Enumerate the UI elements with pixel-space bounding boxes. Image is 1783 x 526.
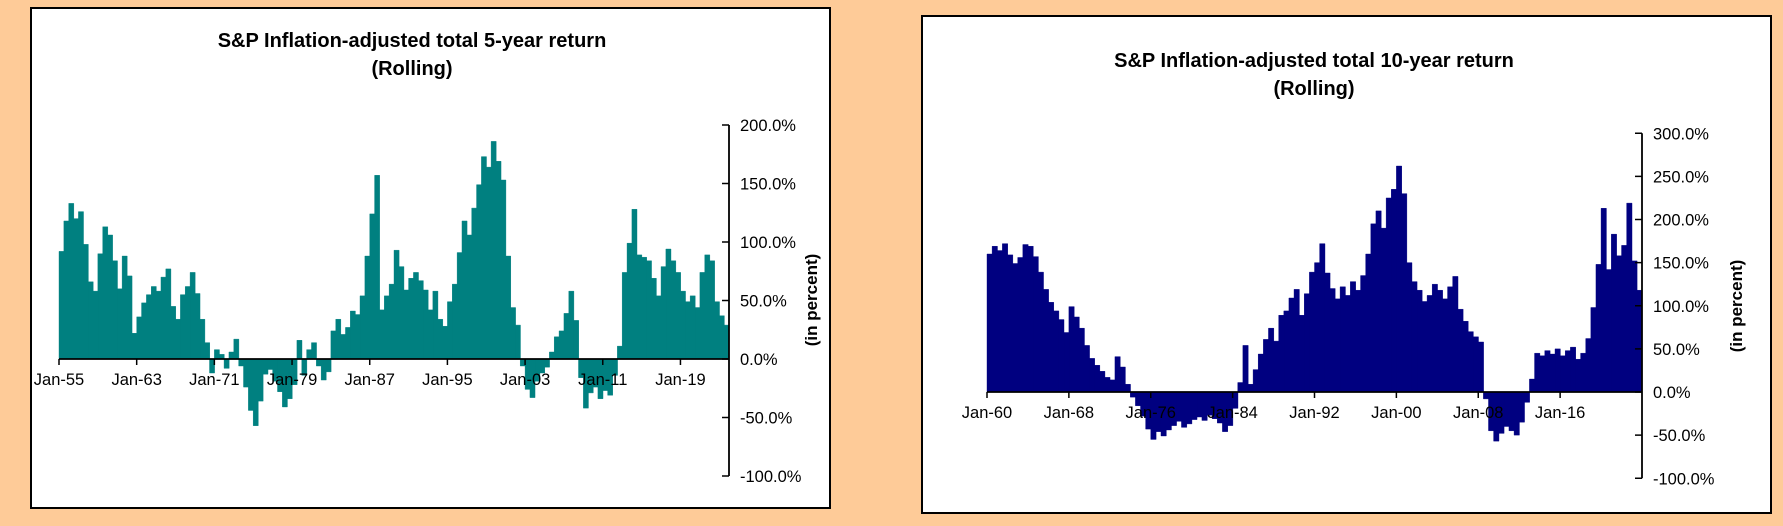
chart-title-line1: S&P Inflation-adjusted total 10-year ret… xyxy=(1114,50,1514,72)
ten-year-chart-title: S&P Inflation-adjusted total 10-year ret… xyxy=(923,47,1705,103)
y-axis-tick-label: 200.0% xyxy=(1653,212,1709,230)
y-axis-tick-label: 100.0% xyxy=(740,234,796,252)
ten-year-y-axis-title: (in percent) xyxy=(1727,259,1746,353)
y-axis-tick-label: 50.0% xyxy=(1653,341,1700,359)
x-axis-tick-label: Jan-00 xyxy=(1371,404,1421,422)
five-year-chart-title: S&P Inflation-adjusted total 5-year retu… xyxy=(32,27,792,83)
y-axis-tick-label: -100.0% xyxy=(740,468,802,486)
five-year-y-axis-title: (in percent) xyxy=(802,253,821,347)
y-axis-tick-label: 50.0% xyxy=(740,293,787,311)
return-bars-series xyxy=(986,165,1643,442)
return-bars-series xyxy=(58,141,730,426)
x-axis-tick-label: Jan-95 xyxy=(422,371,472,389)
chart-title-line2: (Rolling) xyxy=(1273,78,1355,100)
x-axis-tick-label: Jan-60 xyxy=(962,404,1012,422)
y-axis-tick-label: 0.0% xyxy=(740,351,778,369)
ten-year-rolling-return-chart: Jan-60 Jan-68 Jan-76 Jan-84 Jan-92 Jan-00 Jan-… xyxy=(962,125,1715,488)
x-axis-tick-label: Jan-87 xyxy=(344,371,394,389)
y-axis-tick-label: 100.0% xyxy=(1653,298,1709,316)
x-axis-tick-label: Jan-79 xyxy=(267,371,317,389)
x-axis-tick-label: Jan-19 xyxy=(655,371,705,389)
x-axis-tick-label: Jan-84 xyxy=(1207,404,1257,422)
y-axis-tick-label: 200.0% xyxy=(740,117,796,135)
y-axis-tick-label: -100.0% xyxy=(1653,470,1715,488)
y-axis-tick-label: 300.0% xyxy=(1653,125,1709,143)
chart-title-line2: (Rolling) xyxy=(371,58,453,80)
five-year-chart-panel: S&P Inflation-adjusted total 5-year retu… xyxy=(30,7,831,509)
chart-title-line1: S&P Inflation-adjusted total 5-year retu… xyxy=(217,30,607,52)
x-axis-tick-label: Jan-11 xyxy=(578,371,627,389)
x-axis-tick-label: Jan-55 xyxy=(34,371,84,389)
x-axis-tick-label: Jan-68 xyxy=(1044,404,1094,422)
x-axis-tick-label: Jan-63 xyxy=(111,371,161,389)
x-axis-tick-label: Jan-76 xyxy=(1126,404,1176,422)
y-axis-tick-label: 150.0% xyxy=(1653,255,1709,273)
y-axis-tick-label: 150.0% xyxy=(740,176,796,194)
x-axis-tick-label: Jan-16 xyxy=(1535,404,1585,422)
x-axis-tick-label: Jan-03 xyxy=(500,371,550,389)
y-axis-tick-label: 0.0% xyxy=(1653,384,1691,402)
ten-year-chart-panel: S&P Inflation-adjusted total 10-year ret… xyxy=(921,15,1772,514)
y-axis-tick-label: -50.0% xyxy=(740,410,793,428)
x-axis-tick-label: Jan-92 xyxy=(1289,404,1339,422)
x-axis-tick-label: Jan-08 xyxy=(1453,404,1503,422)
y-axis-tick-label: -50.0% xyxy=(1653,427,1706,445)
five-year-rolling-return-chart: Jan-55 Jan-63 Jan-71 Jan-79 Jan-87 Jan-95 Jan-… xyxy=(34,117,802,486)
y-axis-tick-label: 250.0% xyxy=(1653,168,1709,186)
x-axis-tick-label: Jan-71 xyxy=(189,371,239,389)
